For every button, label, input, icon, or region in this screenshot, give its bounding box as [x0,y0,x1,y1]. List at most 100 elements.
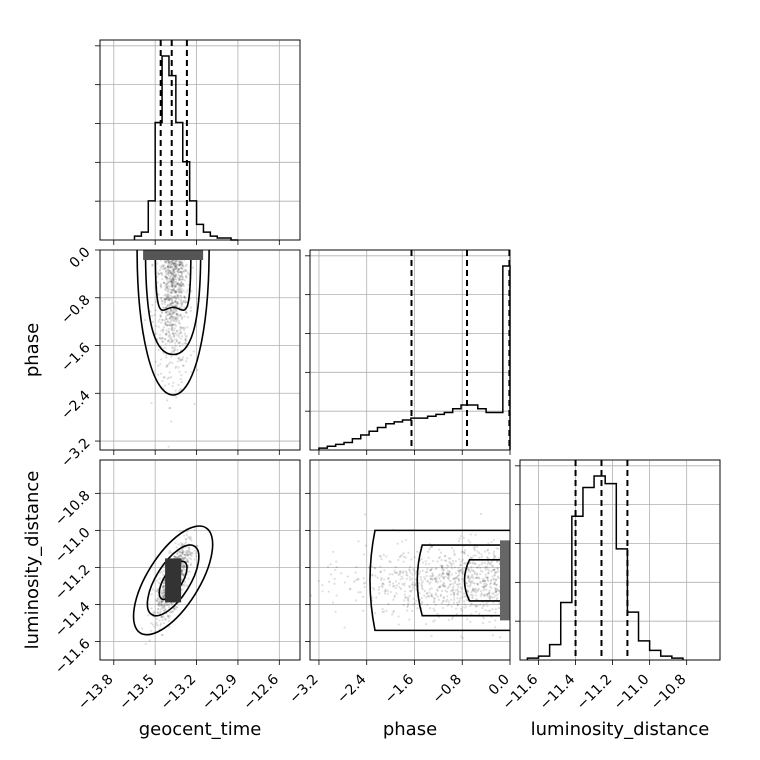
sample-point [467,539,470,542]
sample-point [180,569,183,572]
sample-point [465,605,468,608]
sample-point [483,578,486,581]
sample-point [155,623,158,626]
contour-middle [146,544,200,617]
sample-point [172,349,176,352]
sample-point [151,264,154,267]
sample-point [182,573,185,576]
sample-point [150,593,153,596]
sample-point [492,538,496,542]
sample-point [383,590,386,593]
sample-point [433,609,436,612]
sample-point [393,585,396,588]
sample-point [177,341,180,344]
sample-point [169,291,172,294]
sample-point [182,364,185,367]
sample-point [380,578,383,581]
sample-point [173,266,176,270]
sample-point [175,310,178,313]
sample-point [476,590,479,593]
sample-point [468,562,471,565]
sample-point [167,266,170,270]
sample-point [412,569,416,572]
sample-point [162,585,165,588]
sample-point [181,282,184,285]
sample-point [180,548,184,551]
sample-point [162,595,166,598]
sample-point [394,566,397,569]
sample-point [421,580,424,583]
sample-point [173,555,176,558]
sample-point [171,385,174,388]
sample-point [168,298,171,302]
sample-point [159,337,162,340]
sample-point [164,298,167,301]
sample-point [331,601,335,604]
sample-point [173,275,176,278]
sample-point [335,594,338,597]
sample-point [450,589,453,592]
sample-point [425,570,429,574]
sample-point [173,334,176,337]
sample-point [164,311,168,314]
contours [136,250,210,396]
sample-point [170,299,174,302]
sample-point [158,600,161,603]
sample-point [158,268,162,272]
sample-point [165,294,168,297]
sample-point [163,589,166,592]
sample-point [486,593,489,596]
sample-point [179,283,182,287]
sample-point [168,311,171,314]
sample-point [408,569,411,572]
sample-point [165,277,168,280]
sample-point [482,617,485,620]
sample-point [438,573,441,576]
scatter-points [143,250,199,448]
sample-point [175,289,178,293]
sample-point [160,592,163,596]
sample-point [170,338,174,341]
sample-point [453,554,456,557]
sample-point [446,576,450,580]
sample-point [404,596,407,599]
sample-point [184,311,188,314]
sample-point [372,588,376,591]
sample-point [182,356,185,359]
sample-point [466,589,470,593]
hist-geocent_time-frame [99,39,301,241]
sample-point [317,579,320,583]
sample-point [426,567,429,571]
sample-point [453,566,457,569]
contour-outer [132,525,214,636]
sample-point [170,266,173,269]
sample-point [185,274,188,277]
sample-point [489,585,492,588]
sample-point [183,296,187,299]
sample-point [170,288,174,292]
sample-point [431,574,434,578]
sample-point [159,608,162,611]
sample-point [165,286,168,289]
sample-point [479,580,482,583]
sample-point [170,336,173,339]
sample-point [412,603,415,606]
sample-point [428,588,431,591]
sample-point [171,301,174,304]
sample-point [474,577,478,580]
sample-point [437,556,441,560]
sample-point [493,554,496,557]
sample-point [484,573,488,576]
sample-point [169,310,172,313]
sample-point [391,585,395,588]
sample-point [484,565,487,569]
sample-point [179,359,182,362]
sample-point [364,581,367,584]
sample-point [174,299,177,302]
sample-point [156,597,159,600]
sample-point [472,570,475,573]
sample-point [160,310,164,313]
sample-point [444,589,447,592]
sample-point [475,572,479,575]
sample-point [160,600,163,603]
